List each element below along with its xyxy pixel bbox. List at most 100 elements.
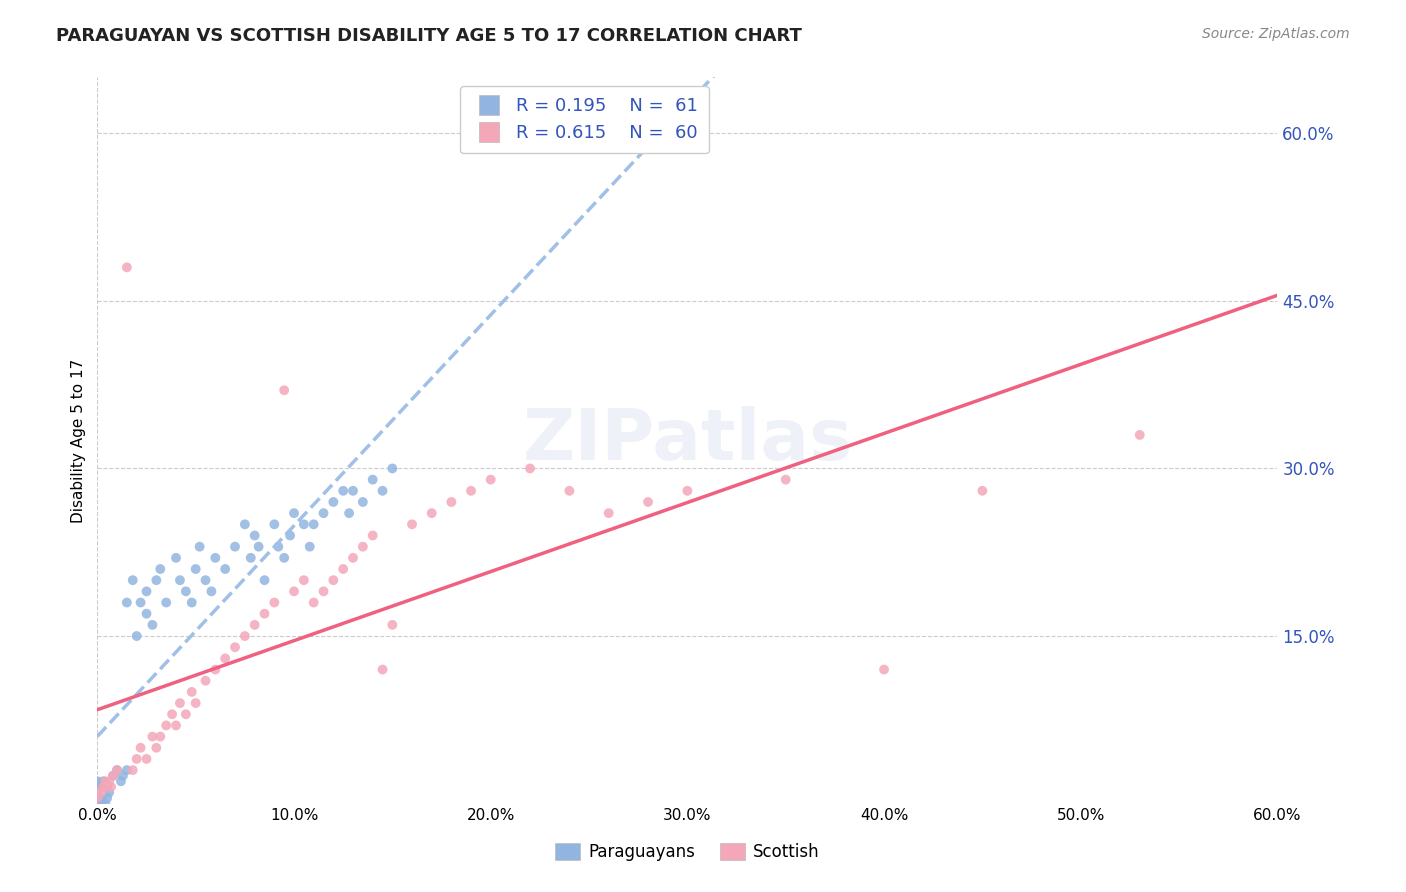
Point (253, 573, 276, 587)
Point (110, 774, 132, 789)
Point (115, 595, 138, 609)
Text: ZIPatlas: ZIPatlas (522, 406, 852, 475)
Point (86, 785, 108, 799)
Point (519, 461, 541, 475)
Point (332, 562, 354, 576)
Point (312, 584, 335, 599)
Point (775, 473, 797, 487)
Point (160, 707, 183, 722)
Point (972, 483, 994, 498)
Point (263, 595, 285, 609)
Point (86, 785, 108, 799)
Point (361, 473, 384, 487)
Point (184, 696, 207, 710)
Point (283, 584, 305, 599)
Point (298, 540, 321, 554)
Point (94, 774, 117, 789)
Point (302, 517, 325, 532)
Point (352, 540, 374, 554)
Point (302, 595, 325, 609)
Point (155, 718, 177, 732)
Point (332, 483, 354, 498)
Point (204, 550, 226, 565)
Point (204, 663, 226, 677)
Point (141, 730, 163, 744)
Point (214, 651, 236, 665)
Point (180, 595, 202, 609)
Point (322, 495, 344, 509)
Point (873, 663, 896, 677)
Point (135, 752, 157, 766)
Point (233, 629, 256, 643)
Point (145, 573, 167, 587)
Y-axis label: Disability Age 5 to 17: Disability Age 5 to 17 (72, 359, 86, 523)
Point (273, 550, 295, 565)
Point (91, 780, 114, 794)
Point (214, 562, 236, 576)
Point (342, 550, 364, 565)
Point (100, 780, 122, 794)
Point (224, 640, 246, 655)
Point (243, 618, 266, 632)
Point (165, 550, 187, 565)
Point (420, 506, 443, 520)
Point (135, 607, 157, 621)
Point (145, 740, 167, 755)
Point (188, 540, 211, 554)
Point (174, 584, 197, 599)
Point (263, 517, 285, 532)
Point (141, 618, 163, 632)
Point (121, 763, 143, 777)
Point (101, 769, 124, 783)
Point (90, 780, 112, 794)
Point (184, 562, 207, 576)
Point (676, 483, 699, 498)
Point (105, 763, 128, 777)
Point (460, 483, 482, 498)
Point (200, 584, 222, 599)
Point (352, 495, 374, 509)
Point (115, 260, 138, 275)
Point (96, 780, 118, 794)
Point (91, 774, 114, 789)
Point (371, 483, 394, 498)
Point (125, 752, 148, 766)
Point (98, 785, 121, 799)
Point (111, 769, 134, 783)
Point (361, 528, 384, 542)
Text: Source: ZipAtlas.com: Source: ZipAtlas.com (1202, 27, 1350, 41)
Point (1129, 428, 1152, 442)
Point (381, 618, 404, 632)
Point (169, 696, 191, 710)
Point (86, 791, 108, 805)
Point (371, 663, 394, 677)
Point (440, 495, 463, 509)
Point (337, 506, 360, 520)
Point (224, 540, 246, 554)
Point (253, 607, 276, 621)
Point (149, 730, 172, 744)
Point (98, 774, 121, 789)
Point (90, 791, 112, 805)
Point (96, 791, 118, 805)
Point (278, 528, 301, 542)
Point (243, 528, 266, 542)
Point (105, 763, 128, 777)
Point (169, 573, 191, 587)
Point (247, 540, 270, 554)
Point (267, 540, 290, 554)
Point (292, 573, 315, 587)
Point (86, 791, 108, 805)
Point (125, 629, 148, 643)
Point (101, 769, 124, 783)
Point (165, 718, 187, 732)
Point (86, 797, 108, 811)
Point (381, 461, 404, 475)
Point (598, 506, 620, 520)
Point (239, 550, 262, 565)
Point (90, 797, 112, 811)
Point (96, 780, 118, 794)
Point (115, 763, 138, 777)
Point (121, 573, 143, 587)
Point (194, 673, 217, 688)
